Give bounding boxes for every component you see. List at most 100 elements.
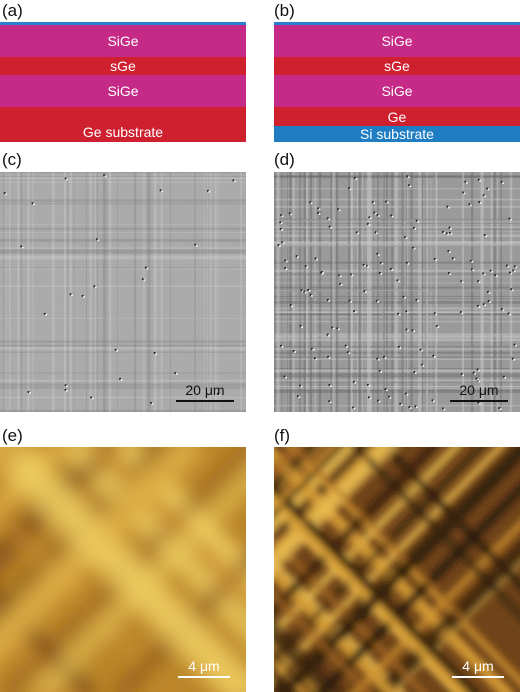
scale-bar-label: 4 μm bbox=[188, 658, 220, 674]
defect-highlight bbox=[364, 291, 367, 294]
defect-highlight bbox=[413, 330, 415, 333]
scale-bar-line bbox=[178, 676, 230, 678]
defect-highlight bbox=[407, 262, 410, 265]
scale-bar-label: 20 μm bbox=[185, 382, 225, 398]
defect-highlight bbox=[399, 346, 402, 349]
defect-highlight bbox=[385, 389, 388, 392]
defect-highlight bbox=[389, 396, 392, 399]
defect-highlight bbox=[485, 235, 488, 238]
defect-highlight bbox=[377, 253, 380, 256]
defect-highlight bbox=[378, 400, 381, 403]
defect-highlight bbox=[195, 244, 198, 247]
defect-highlight bbox=[146, 267, 149, 270]
layer-stack-a: SiGe sGe SiGe Ge substrate bbox=[0, 22, 246, 142]
defect-highlight bbox=[355, 178, 358, 180]
defect-highlight bbox=[437, 326, 440, 328]
defect-highlight bbox=[233, 180, 236, 183]
scale-bar-label: 4 μm bbox=[462, 658, 494, 674]
defect-highlight bbox=[515, 266, 518, 269]
layer-label: SiGe bbox=[107, 83, 139, 99]
defect-highlight bbox=[443, 408, 446, 411]
defect-highlight bbox=[364, 264, 367, 267]
defect-highlight bbox=[329, 385, 332, 388]
defect-highlight bbox=[91, 397, 94, 400]
defect-highlight bbox=[120, 378, 123, 381]
defect-highlight bbox=[478, 305, 481, 308]
defect-highlight bbox=[306, 266, 309, 269]
defect-highlight bbox=[448, 251, 451, 253]
defect-highlight bbox=[315, 358, 318, 361]
defect-highlight bbox=[374, 212, 377, 215]
defect-highlight bbox=[328, 218, 331, 221]
defect-highlight bbox=[510, 272, 513, 275]
defect-highlight bbox=[5, 193, 8, 196]
defect-highlight bbox=[312, 348, 315, 351]
defect-highlight bbox=[328, 334, 330, 337]
layer-sige-bottom: SiGe bbox=[0, 75, 246, 107]
layer-sge: sGe bbox=[274, 57, 520, 75]
defect-highlight bbox=[373, 202, 376, 205]
defect-highlight bbox=[367, 265, 370, 268]
defect-highlight bbox=[479, 202, 482, 204]
defect-highlight bbox=[328, 356, 331, 359]
defect-highlight bbox=[66, 178, 68, 181]
defect-highlight bbox=[280, 222, 283, 225]
defect-highlight bbox=[318, 208, 321, 211]
defect-highlight bbox=[143, 279, 146, 282]
defect-highlight bbox=[285, 376, 287, 379]
panel-label-d: (d) bbox=[274, 150, 295, 169]
defect-highlight bbox=[461, 281, 464, 284]
defect-highlight bbox=[465, 181, 468, 184]
defect-highlight bbox=[414, 227, 417, 230]
defect-highlight bbox=[310, 294, 313, 297]
defect-highlight bbox=[97, 239, 100, 242]
layer-sge: sGe bbox=[0, 57, 246, 75]
defect-highlight bbox=[380, 272, 383, 275]
defect-highlight bbox=[329, 401, 332, 404]
defect-highlight bbox=[337, 328, 340, 331]
layer-ge: Ge bbox=[274, 107, 520, 126]
defect-highlight bbox=[417, 220, 420, 223]
layer-label: SiGe bbox=[381, 83, 413, 99]
defect-highlight bbox=[433, 355, 436, 358]
defect-highlight bbox=[376, 232, 378, 235]
defect-highlight bbox=[406, 311, 409, 314]
defect-highlight bbox=[407, 329, 409, 332]
defect-highlight bbox=[348, 352, 351, 355]
defect-highlight bbox=[489, 301, 492, 303]
defect-highlight bbox=[422, 364, 425, 367]
panel-label-e: (e) bbox=[2, 426, 23, 445]
scale-bar-d: 20 μm bbox=[450, 382, 508, 402]
defect-highlight bbox=[510, 218, 512, 221]
defect-highlight bbox=[404, 296, 406, 299]
defect-highlight bbox=[472, 269, 475, 272]
defect-highlight bbox=[414, 372, 417, 375]
defect-highlight bbox=[397, 280, 400, 283]
defect-highlight bbox=[208, 190, 211, 193]
defect-highlight bbox=[330, 226, 333, 229]
defect-highlight bbox=[340, 283, 343, 286]
panel-label-f: (f) bbox=[274, 426, 291, 445]
defect-highlight bbox=[511, 289, 514, 292]
defect-highlight bbox=[282, 242, 285, 245]
defect-highlight bbox=[71, 294, 73, 297]
defect-highlight bbox=[349, 188, 352, 191]
defect-highlight bbox=[377, 358, 380, 361]
defect-highlight bbox=[369, 397, 372, 400]
defect-highlight bbox=[478, 281, 481, 284]
defect-highlight bbox=[218, 393, 221, 396]
defect-highlight bbox=[328, 299, 331, 302]
defect-highlight bbox=[298, 396, 301, 399]
defect-highlight bbox=[469, 204, 472, 207]
defect-highlight bbox=[281, 345, 284, 348]
defect-highlight bbox=[318, 213, 321, 215]
defect-highlight bbox=[463, 192, 466, 195]
defect-highlight bbox=[285, 268, 288, 271]
defect-highlight bbox=[491, 270, 493, 273]
scale-bar-label: 20 μm bbox=[459, 382, 499, 398]
defect-highlight bbox=[310, 202, 313, 205]
defect-highlight bbox=[447, 233, 450, 236]
layer-label: sGe bbox=[384, 58, 410, 74]
defect-highlight bbox=[377, 215, 380, 217]
defect-highlight bbox=[514, 344, 517, 347]
